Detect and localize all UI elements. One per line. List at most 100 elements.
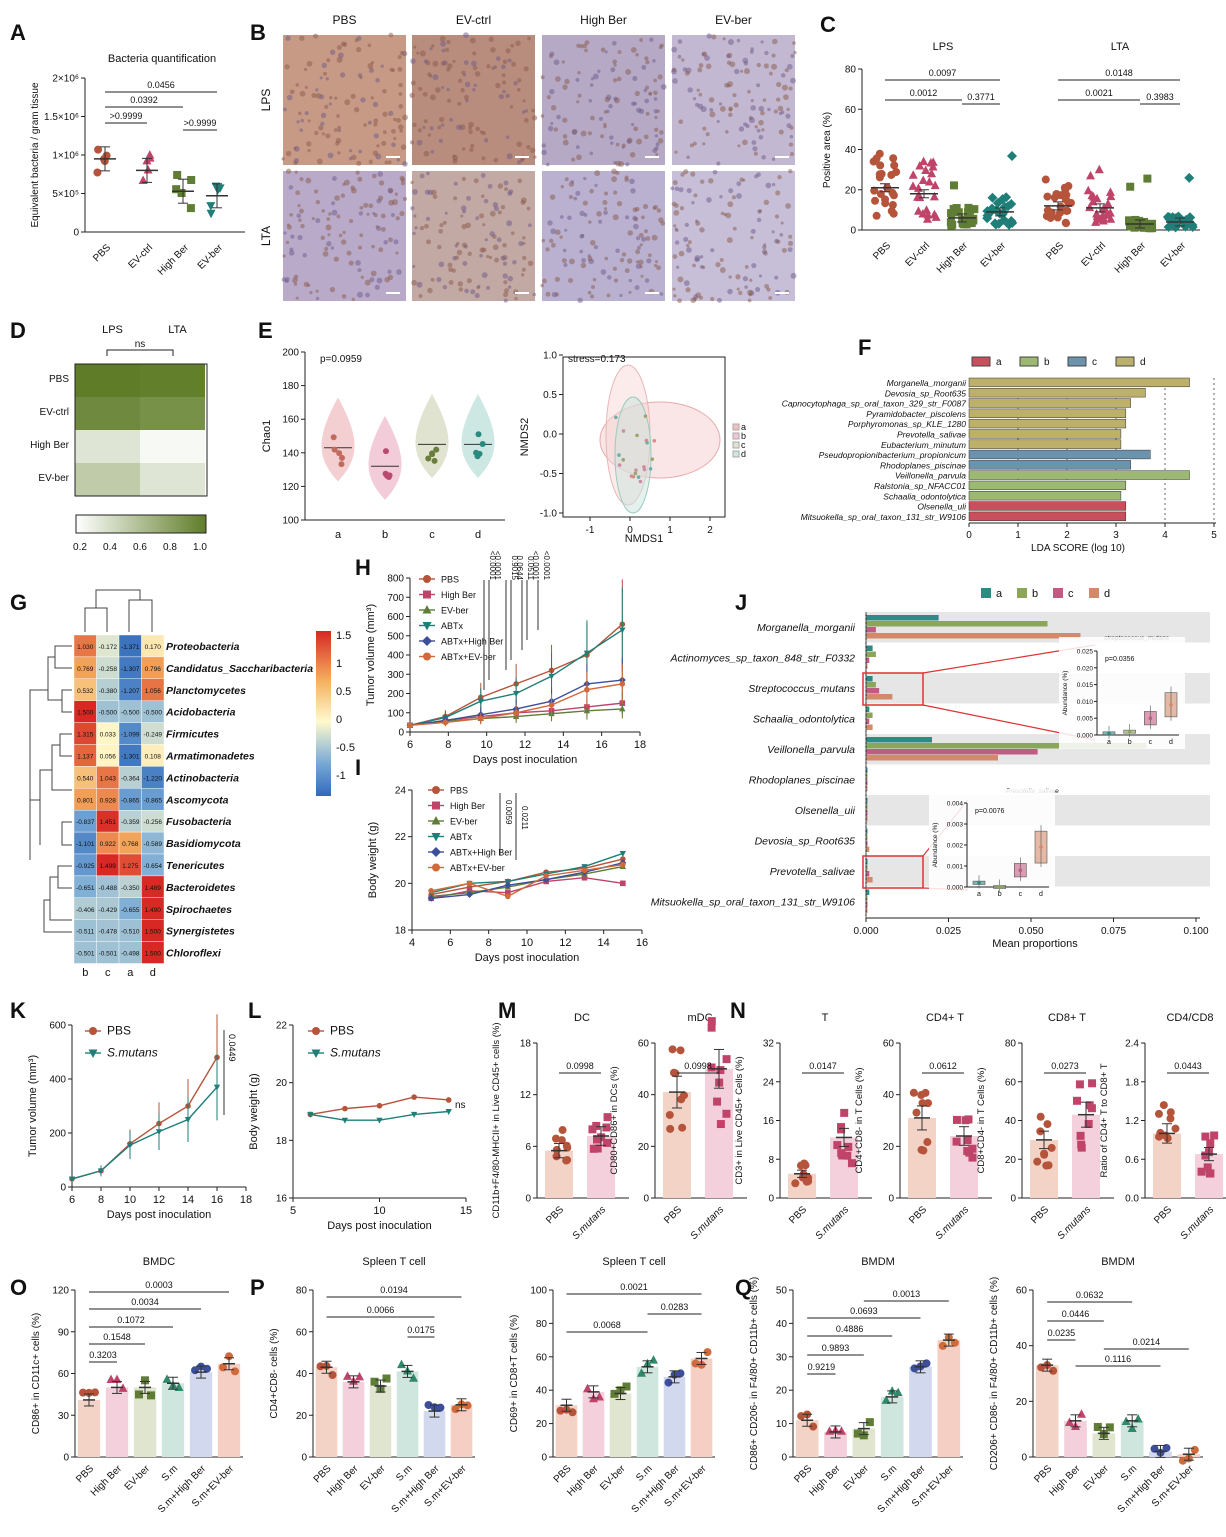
y-tick-label: 0 [73,228,79,239]
cell-texture [357,267,362,273]
panel-letter: N [730,998,746,1023]
proportion-bar [866,749,1038,755]
cell-texture [653,90,658,96]
x-tick-label: 15 [460,1205,472,1217]
p-value-label: 0.0612 [929,1061,957,1071]
data-point [79,1388,87,1397]
cell-texture [742,276,748,282]
cell-texture [462,260,468,267]
cell-texture [690,171,696,177]
cell-texture [600,269,607,275]
y-axis-label: CD206+ CD86- in F4/80+ CD11b+ cells (%) [989,1277,1000,1471]
cell-texture [336,214,341,219]
data-point [1203,1163,1212,1172]
data-point [802,1177,811,1186]
micrograph-image [283,35,406,165]
cell-texture [621,252,627,257]
cell-texture [545,247,550,252]
cell-texture [556,114,561,120]
category-label: S.m [634,1463,654,1483]
y-tick-label: 0.005 [1077,716,1094,723]
cell-texture [540,283,545,288]
y-axis-label: CD8+CD4- in T Cells (%) [976,1067,987,1173]
x-axis-label: Days post inoculation [475,952,580,964]
taxon-label: Olsenella_uli [917,502,967,512]
x-tick-label: 8 [98,1194,104,1206]
data-point [1092,211,1102,221]
legend-label: S.mutans [330,1046,381,1060]
p-value-label: 0.0097 [929,68,957,78]
data-point [466,880,473,887]
cell-texture [626,258,633,264]
cell-texture [432,194,438,200]
inset-bg [1059,637,1185,749]
cell-texture [502,59,508,65]
cell-texture [625,215,630,220]
cell-texture [409,92,415,99]
data-point [1033,1157,1042,1166]
data-point [1006,216,1017,227]
data-point [929,209,939,219]
data-point [1127,222,1136,231]
data-point [206,202,216,211]
x-axis-label: NMDS1 [625,533,664,545]
cell-texture [507,275,514,282]
cell-texture [677,39,683,44]
series-line [431,858,623,896]
cell-texture [547,125,554,132]
data-point [707,1023,716,1032]
cell-texture [716,297,722,303]
p-value-label: 0.0003 [145,1280,173,1290]
legend-label: ABTx+EV-ber [450,863,505,873]
legend-label: a [996,588,1003,600]
cell-texture [518,240,524,247]
p-value-label: 0.0449 [227,1034,237,1062]
data-point [876,190,885,199]
cell-texture [763,199,770,206]
data-point [1163,1134,1172,1143]
y-tick-label: 0.000 [947,885,964,892]
y-tick-label: 1.8 [1125,1077,1139,1088]
cell-texture [747,89,751,94]
data-point [619,705,626,712]
taxon-label: Ralstonia_sp_NFACC01 [874,481,966,491]
category-label: PBS [312,1463,334,1485]
data-point [225,1352,233,1361]
y-tick-label: 8 [768,1155,774,1166]
data-point [422,636,432,646]
data-point [964,203,973,212]
cell-texture [678,187,684,193]
data-point [963,1136,972,1145]
data-point [990,219,1001,230]
data-point [424,1400,433,1409]
data-point [583,650,591,657]
cell-value: -0.501 [76,951,95,958]
cell-texture [603,191,609,196]
cell-texture [635,249,641,255]
data-point [999,201,1010,212]
cell-texture [493,205,500,212]
cell-texture [603,207,608,211]
cell-texture [657,74,663,80]
cell-texture [575,78,580,82]
cell-texture [559,235,563,239]
cell-texture [643,134,649,140]
nmds-point [614,415,618,420]
cell-texture [502,89,506,94]
cell-texture [654,260,659,264]
category-label: EV-ber [1159,240,1189,270]
cell-value: 1.489 [145,885,162,892]
p-value-label: 0.0012 [910,88,938,98]
data-point [1210,1131,1219,1140]
cell-texture [348,260,354,266]
cell-texture [378,180,385,186]
cell-texture [762,98,767,102]
data-point [722,1109,731,1118]
row-label: High Ber [30,440,70,451]
cell-texture [440,123,445,127]
cell-texture [590,115,595,121]
data-point [1127,729,1132,734]
y-axis-label: Abundance (%) [1062,671,1069,716]
